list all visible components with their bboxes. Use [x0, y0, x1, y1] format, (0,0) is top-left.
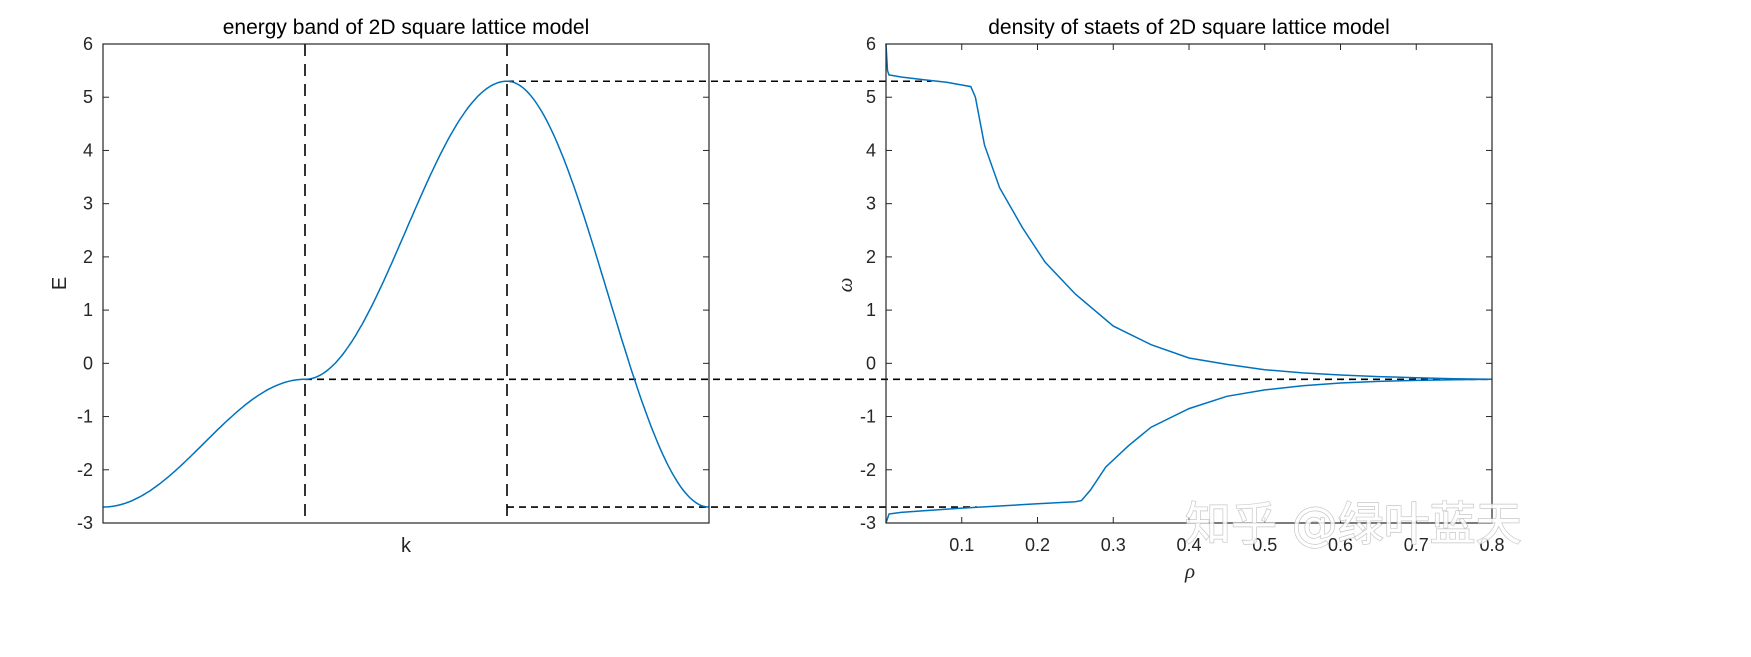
dos-ytick-label-3: 0 — [866, 353, 876, 373]
dos-ytick-label-4: 1 — [866, 300, 876, 320]
energy-band-title: energy band of 2D square lattice model — [223, 16, 590, 39]
energy-band-panel: energy band of 2D square lattice model E… — [49, 16, 1492, 557]
dos-ytick-label-6: 3 — [866, 194, 876, 214]
energy-axis-label: E — [49, 277, 71, 290]
dos-ytick-label-1: -2 — [860, 460, 876, 480]
dos-axes-box — [885, 43, 1493, 524]
dos-xtick-label-2: 0.3 — [1101, 535, 1126, 555]
energy-ytick-label-3: 0 — [83, 353, 93, 373]
energy-ytick-label-9: 6 — [83, 34, 93, 54]
omega-axis-label: ω — [833, 278, 857, 293]
dos-xtick-label-0: 0.1 — [949, 535, 974, 555]
energy-band-axes-box — [102, 43, 710, 524]
energy-y-ticks: -3 -2 -1 0 1 2 3 4 5 6 — [77, 34, 709, 533]
zhihu-watermark: 知乎 @绿叶蓝天 — [1185, 497, 1522, 551]
dos-xtick-label-6: 0.7 — [1404, 535, 1429, 555]
dos-ytick-label-9: 6 — [866, 34, 876, 54]
dos-xtick-label-1: 0.2 — [1025, 535, 1050, 555]
dos-ytick-label-5: 2 — [866, 247, 876, 267]
dos-ytick-label-7: 4 — [866, 140, 876, 160]
dos-ytick-label-0: -3 — [860, 513, 876, 533]
dos-lower-curve — [885, 378, 1493, 524]
dos-title: density of staets of 2D square lattice m… — [988, 16, 1390, 39]
energy-ytick-label-1: -2 — [77, 460, 93, 480]
energy-ytick-label-7: 4 — [83, 140, 93, 160]
dos-x-ticks: 0.1 0.2 0.3 0.4 0.5 0.6 0.7 0.8 — [949, 44, 1505, 555]
energy-band-guides — [304, 44, 1492, 523]
dos-upper-curve — [885, 43, 1493, 381]
dos-y-ticks: -3 -2 -1 0 1 2 3 4 5 6 — [860, 34, 1492, 533]
dos-panel: density of staets of 2D square lattice m… — [833, 16, 1505, 583]
dos-xtick-label-3: 0.4 — [1176, 535, 1201, 555]
energy-band-curve — [103, 80, 710, 508]
dos-ytick-label-2: -1 — [860, 407, 876, 427]
k-axis-label: k — [401, 535, 412, 557]
energy-ytick-label-4: 1 — [83, 300, 93, 320]
dos-xtick-label-4: 0.5 — [1252, 535, 1277, 555]
dos-ytick-label-8: 5 — [866, 87, 876, 107]
rho-axis-label: ρ — [1184, 559, 1195, 583]
energy-ytick-label-8: 5 — [83, 87, 93, 107]
dos-xtick-label-5: 0.6 — [1328, 535, 1353, 555]
energy-ytick-label-2: -1 — [77, 407, 93, 427]
energy-ytick-label-6: 3 — [83, 194, 93, 214]
energy-ytick-label-5: 2 — [83, 247, 93, 267]
energy-ytick-label-0: -3 — [77, 513, 93, 533]
dos-xtick-label-7: 0.8 — [1479, 535, 1504, 555]
